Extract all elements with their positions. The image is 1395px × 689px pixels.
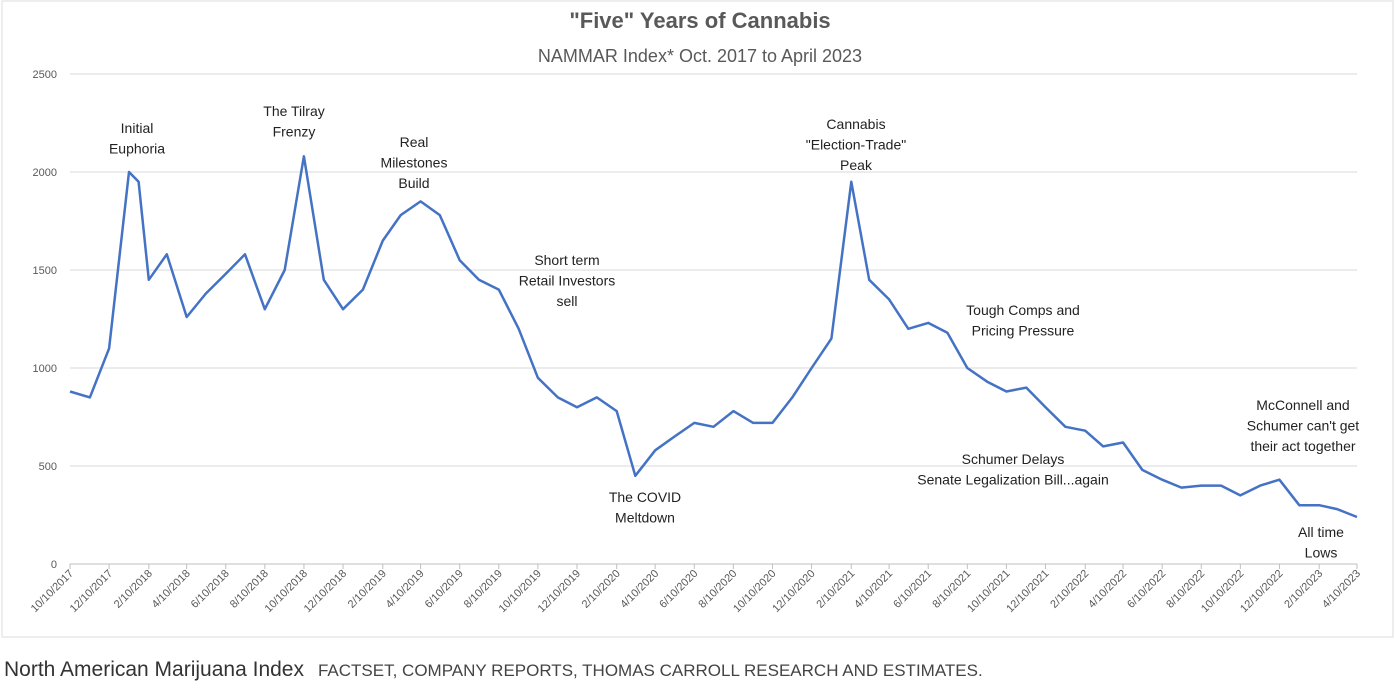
chart: "Five" Years of Cannabis NAMMAR Index* O… — [1, 0, 1394, 638]
caption-title: North American Marijuana Index — [4, 658, 304, 681]
annotation: Meltdown — [615, 510, 675, 526]
annotation: Senate Legalization Bill...again — [917, 472, 1108, 488]
caption-source: FACTSET, COMPANY REPORTS, THOMAS CARROLL… — [317, 661, 983, 680]
caption: North American Marijuana Index FACTSET, C… — [4, 658, 983, 682]
y-tick-label: 0 — [51, 559, 57, 571]
annotation: Lows — [1305, 545, 1338, 561]
annotation: Milestones — [381, 155, 448, 171]
annotation: their act together — [1250, 438, 1355, 454]
annotation: Short term — [534, 252, 599, 268]
annotation: Euphoria — [109, 141, 165, 157]
annotation: "Election-Trade" — [806, 137, 906, 153]
annotation: Pricing Pressure — [972, 323, 1075, 339]
annotation: All time — [1298, 524, 1344, 540]
data-line — [69, 155, 1358, 519]
chart-frame — [1, 0, 1394, 638]
chart-subtitle: NAMMAR Index* Oct. 2017 to April 2023 — [538, 46, 862, 66]
annotation: Peak — [840, 157, 873, 173]
y-tick-label: 2000 — [33, 167, 57, 179]
annotation: Cannabis — [826, 116, 885, 132]
annotation: The COVID — [609, 489, 681, 505]
y-tick-label: 1000 — [33, 363, 57, 375]
chart-title: "Five" Years of Cannabis — [569, 8, 830, 33]
annotation: Real — [400, 134, 429, 150]
annotation: Frenzy — [273, 124, 316, 140]
annotation: The Tilray — [263, 103, 324, 119]
y-tick-label: 2500 — [33, 69, 57, 81]
annotation: Initial — [121, 120, 154, 136]
annotation: Retail Investors — [519, 273, 615, 289]
y-tick-label: 1500 — [33, 265, 57, 277]
annotation: Schumer can't get — [1247, 418, 1360, 434]
annotation: McConnell and — [1256, 397, 1349, 413]
y-tick-label: 500 — [39, 461, 57, 473]
annotation: Build — [398, 175, 429, 191]
annotation: Tough Comps and — [966, 302, 1080, 318]
annotation: sell — [556, 293, 577, 309]
annotation: Schumer Delays — [962, 451, 1065, 467]
